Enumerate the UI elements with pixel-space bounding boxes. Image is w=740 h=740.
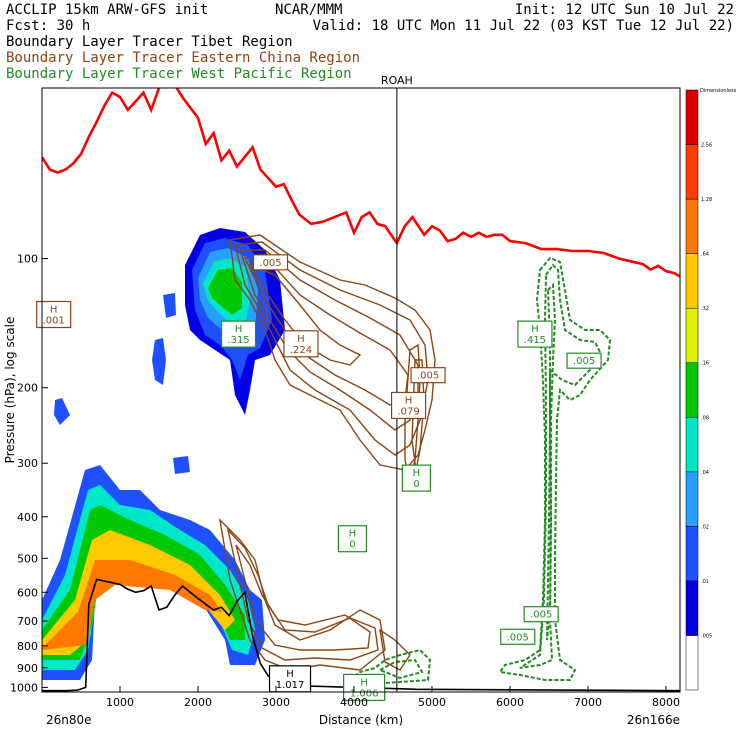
- colorbar-level: 1.28: [701, 197, 712, 203]
- x-end-label: 26n166e: [627, 713, 680, 727]
- colorbar-title: Dimensionless: [700, 88, 737, 94]
- colorbar-swatch: [685, 526, 699, 582]
- annotation-box: H.415: [517, 320, 553, 348]
- y-tick-label: 300: [17, 457, 38, 470]
- legend-west-pacific: Boundary Layer Tracer West Pacific Regio…: [6, 66, 352, 82]
- x-tick-label: 2000: [184, 696, 212, 709]
- annotation-text: .005: [259, 258, 281, 269]
- x-tick-label: 3000: [262, 696, 290, 709]
- plot-frame: [41, 87, 681, 693]
- west-pacific-contours: [347, 256, 612, 686]
- annotation-box: .005: [410, 367, 446, 384]
- annotation-box: H.315: [220, 320, 257, 348]
- annotation-box: H1.006: [343, 673, 386, 702]
- annotation-text: H: [531, 324, 539, 335]
- colorbar-swatch: [685, 144, 699, 200]
- tropopause-line: [42, 88, 680, 278]
- y-tick-label: 700: [17, 615, 38, 628]
- colorbar-level: .04: [701, 470, 709, 476]
- x-tick-label: 4000: [340, 696, 368, 709]
- annotation-text: H: [50, 305, 58, 316]
- colorbar: .005 .01 .02 .04 .08 .16 .32 .64 1.28 2.56 Dimensi…: [685, 88, 737, 691]
- y-tick-label: 800: [17, 640, 38, 653]
- annotation-text: H: [413, 468, 421, 479]
- annotation-text: .005: [573, 356, 595, 367]
- annotation-text: .005: [417, 371, 439, 382]
- annotation-text: .005: [507, 632, 529, 643]
- init-time: Init: 12 UTC Sun 10 Jul 22: [515, 2, 734, 18]
- roah-label: ROAH: [381, 74, 413, 87]
- annotation-box: .005: [500, 628, 536, 645]
- colorbar-level: 2.56: [701, 143, 712, 149]
- annotation-text: .079: [397, 406, 419, 417]
- colorbar-swatch: [685, 635, 699, 691]
- annotation-text: H: [235, 324, 243, 335]
- colorbar-swatch: [685, 89, 699, 145]
- x-axis-label: Distance (km): [319, 713, 403, 727]
- annotation-box: .005: [566, 352, 602, 369]
- colorbar-level: .02: [701, 524, 709, 530]
- y-tick-label: 400: [17, 511, 38, 524]
- annotation-box: H.224: [283, 330, 319, 358]
- colorbar-level: .32: [701, 306, 709, 312]
- y-tick-label: 500: [17, 552, 38, 565]
- annotation-text: .005: [530, 610, 552, 621]
- annotation-text: H: [297, 334, 305, 345]
- colorbar-swatch: [685, 307, 699, 363]
- annotation-text: .415: [524, 335, 546, 346]
- roah-marker: ROAH: [381, 74, 413, 692]
- y-tick-label: 100: [17, 253, 38, 266]
- annotation-text: 1.006: [350, 688, 379, 699]
- colorbar-swatch: [685, 253, 699, 309]
- colorbar-level: .64: [701, 252, 709, 258]
- y-tick-label: 1000: [10, 681, 38, 694]
- annotation-box: .005: [523, 606, 559, 623]
- colorbar-swatch: [685, 417, 699, 473]
- y-axis: 100 200 300 400 500 600 700 800 900 1000: [10, 253, 48, 694]
- forecast-hour: Fcst: 30 h: [6, 18, 90, 34]
- annotation-text: H: [405, 395, 413, 406]
- annotation-text: .001: [43, 316, 65, 327]
- x-start-label: 26n80e: [46, 713, 92, 727]
- run-title: ACCLIP 15km ARW-GFS init: [6, 2, 208, 18]
- annotation-text: H: [360, 677, 368, 688]
- colorbar-level: .16: [701, 361, 709, 367]
- y-tick-label: 600: [17, 586, 38, 599]
- colorbar-swatch: [685, 471, 699, 527]
- x-axis: 1000 2000 3000 4000 5000 6000 7000 8000: [106, 686, 680, 709]
- x-tick-label: 1000: [106, 696, 134, 709]
- annotation-box: H0: [401, 464, 431, 492]
- colorbar-swatch: [685, 198, 699, 254]
- x-tick-label: 7000: [574, 696, 602, 709]
- annotation-text: .315: [227, 335, 249, 346]
- x-tick-label: 5000: [418, 696, 446, 709]
- annotation-text: .224: [290, 345, 312, 356]
- colorbar-level: .08: [701, 415, 709, 421]
- annotation-text: H: [349, 529, 357, 540]
- annotation-box: H.079: [390, 391, 427, 420]
- y-tick-label: 200: [17, 382, 38, 395]
- x-tick-label: 6000: [496, 696, 524, 709]
- y-tick-label: 900: [17, 662, 38, 675]
- colorbar-swatch: [685, 580, 699, 636]
- annotation-box: H0: [337, 525, 368, 553]
- legend-eastern-china: Boundary Layer Tracer Eastern China Regi…: [6, 50, 360, 66]
- colorbar-level: .005: [701, 633, 712, 639]
- annotation-text: 0: [349, 540, 355, 551]
- colorbar-swatch: [685, 362, 699, 418]
- institution-label: NCAR/MMM: [275, 2, 342, 18]
- annotation-text: 0: [413, 479, 419, 490]
- tropopause-line-group: [42, 88, 680, 278]
- colorbar-level: .01: [701, 579, 709, 585]
- annotation-box: .005: [252, 254, 289, 271]
- valid-time: Valid: 18 UTC Mon 11 Jul 22 (03 KST Tue …: [313, 18, 734, 34]
- y-axis-label: Pressure (hPa), log scale: [3, 317, 17, 464]
- eastern-china-contours: [218, 234, 436, 671]
- legend-tibet: Boundary Layer Tracer Tibet Region: [6, 34, 293, 50]
- x-tick-label: 8000: [652, 696, 680, 709]
- annotation-text: 1.017: [276, 680, 305, 691]
- annotation-text: H: [286, 669, 294, 680]
